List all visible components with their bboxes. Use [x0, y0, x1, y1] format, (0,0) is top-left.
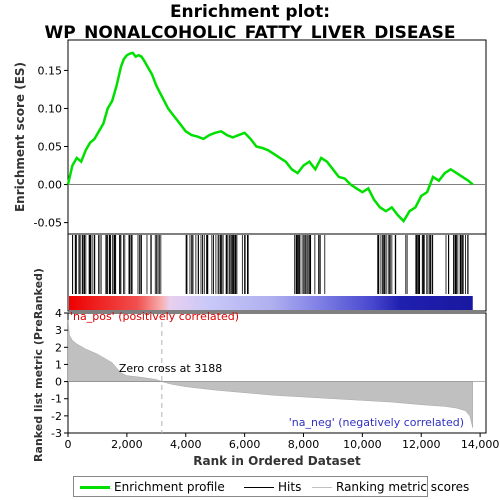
rank-ytick-label: -2 [51, 410, 62, 423]
zero-cross-label: Zero cross at 3188 [119, 362, 222, 375]
rank-color-strip [69, 296, 473, 310]
chart-title-line-2: WP_NONALCOHOLIC_FATTY_LIVER_DISEASE [44, 23, 456, 43]
rank-ytick-label: 0 [55, 376, 62, 389]
rank-xlabel: Rank in Ordered Dataset [193, 454, 361, 468]
es-ytick-label: -0.05 [34, 217, 62, 230]
rank-ytick-label: 1 [55, 358, 62, 371]
rank-ylabel: Ranked list metric (PreRanked) [32, 268, 45, 462]
ranking-metric-area [67, 319, 474, 428]
es-ytick-label: 0.10 [38, 102, 63, 115]
rank-xtick-label: 12,000 [402, 438, 441, 451]
rank-xtick-label: 6,000 [229, 438, 261, 451]
positive-correlation-label: 'na_pos' (positively correlated) [70, 310, 239, 323]
legend-item-ranking: Ranking metric scores [312, 480, 469, 494]
rank-ytick-label: -1 [51, 393, 62, 406]
es-ytick-label: 0.00 [38, 179, 63, 192]
legend-label-hits: Hits [278, 480, 302, 494]
es-ytick-label: 0.15 [38, 64, 63, 77]
legend-label-ranking: Ranking metric scores [336, 480, 470, 494]
legend-label-enrichment: Enrichment profile [114, 480, 225, 494]
ranking-panel-frame [67, 312, 487, 434]
rank-ytick-label: 2 [55, 341, 62, 354]
enrichment-profile-line [66, 51, 474, 224]
rank-xtick-label: 2,000 [111, 438, 143, 451]
rank-xtick-label: 0 [65, 438, 72, 451]
rank-ytick-label: -3 [51, 427, 62, 440]
es-ylabel: Enrichment score (ES) [13, 62, 27, 212]
rank-xtick-label: 8,000 [288, 438, 320, 451]
es-ytick-label: 0.05 [38, 141, 63, 154]
rank-xtick-label: 14,000 [461, 438, 500, 451]
legend-item-enrichment: Enrichment profile [80, 480, 225, 494]
legend-item-hits: Hits [244, 480, 301, 494]
es-panel-frame [67, 39, 487, 235]
legend-swatch-enrichment [80, 486, 110, 489]
negative-correlation-label: 'na_neg' (negatively correlated) [289, 416, 464, 429]
legend-swatch-hits [244, 487, 274, 488]
rank-xtick-label: 10,000 [343, 438, 382, 451]
legend-swatch-ranking [312, 487, 332, 488]
rank-ytick-label: 4 [55, 307, 62, 320]
rank-ytick-label: 3 [55, 324, 62, 337]
rank-xtick-label: 4,000 [170, 438, 202, 451]
legend: Enrichment profile Hits Ranking metric s… [73, 476, 469, 497]
chart-title: Enrichment plot: WP_NONALCOHOLIC_FATTY_L… [0, 2, 500, 44]
chart-title-line-1: Enrichment plot: [169, 2, 331, 22]
